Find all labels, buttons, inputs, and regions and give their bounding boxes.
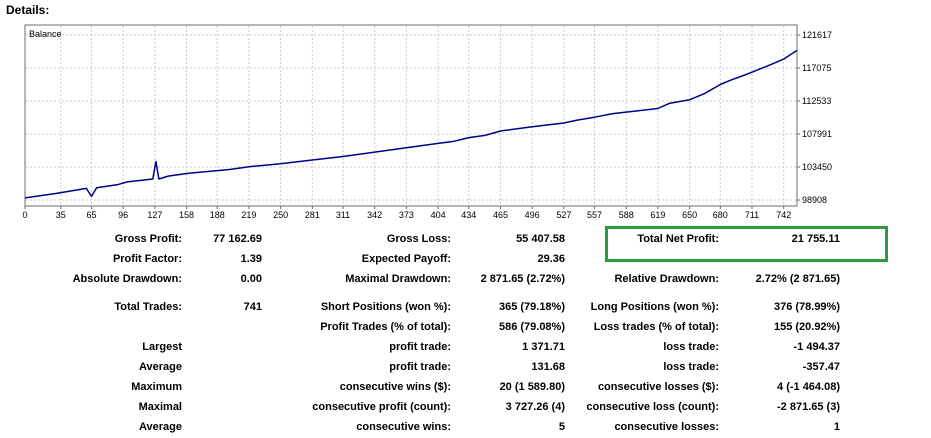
profit-trades-value: 586 (79.08%) (498, 321, 565, 333)
maximal-consecutive-profit-value: 3 727.26 (4) (505, 401, 565, 413)
y-tick-label: 107991 (802, 129, 832, 139)
y-tick-label: 98908 (802, 195, 827, 205)
average-consec-label: Average (138, 421, 182, 433)
average-loss-trade-value: -357.47 (802, 361, 840, 373)
x-tick-label: 711 (745, 210, 759, 220)
x-tick-label: 65 (86, 210, 96, 220)
x-tick-label: 96 (118, 210, 128, 220)
y-tick-label: 117075 (802, 63, 831, 73)
x-tick-label: 557 (587, 210, 602, 220)
max-consecutive-losses-value: 4 (-1 464.08) (777, 381, 840, 393)
gross-profit-label: Gross Profit: (114, 233, 182, 245)
details-title: Details: (6, 3, 50, 17)
x-tick-label: 35 (56, 210, 66, 220)
x-tick-label: 527 (556, 210, 571, 220)
maximal-consecutive-loss-label: consecutive loss (count): (586, 401, 719, 413)
max-consecutive-wins-value: 20 (1 589.80) (499, 381, 565, 393)
x-tick-label: 650 (682, 210, 697, 220)
average-consecutive-losses-label: consecutive losses: (614, 421, 719, 433)
average-consecutive-wins-label: consecutive wins: (356, 421, 451, 433)
average-consecutive-wins-value: 5 (558, 421, 565, 433)
absolute-drawdown-value: 0.00 (240, 273, 262, 285)
average-profit-trade-value: 131.68 (531, 361, 565, 373)
x-tick-label: 311 (336, 210, 350, 220)
gross-loss-value: 55 407.58 (516, 233, 565, 245)
loss-trades-value: 155 (20.92%) (773, 321, 840, 333)
x-tick-label: 0 (22, 210, 27, 220)
x-tick-label: 219 (241, 210, 256, 220)
x-tick-label: 342 (367, 210, 382, 220)
total-trades-value: 741 (243, 301, 262, 313)
x-tick-label: 404 (431, 210, 446, 220)
short-positions-label: Short Positions (won %): (320, 301, 451, 313)
y-tick-label: 103450 (802, 162, 832, 172)
x-tick-label: 465 (493, 210, 508, 220)
relative-drawdown-label: Relative Drawdown: (614, 273, 719, 285)
total-net-profit-value: 21 755.11 (791, 233, 840, 245)
average-consecutive-losses-value: 1 (833, 421, 840, 433)
expected-payoff-label: Expected Payoff: (361, 253, 451, 265)
average-label: Average (138, 361, 182, 373)
relative-drawdown-value: 2.72% (2 871.65) (755, 273, 840, 285)
y-tick-label: 121617 (802, 30, 832, 40)
long-positions-value: 376 (78.99%) (773, 301, 840, 313)
balance-chart: 0 35 65 96 127 158 188 219 250 281 311 342 373 404 434… (22, 24, 832, 220)
maximal-label: Maximal (138, 401, 182, 413)
x-tick-label: 496 (525, 210, 540, 220)
maximal-consecutive-profit-label: consecutive profit (count): (312, 401, 451, 413)
largest-loss-trade-label: loss trade: (663, 341, 719, 353)
max-consecutive-wins-label: consecutive wins ($): (339, 381, 451, 393)
x-tick-label: 619 (650, 210, 665, 220)
profit-factor-label: Profit Factor: (112, 253, 182, 265)
total-trades-label: Total Trades: (114, 301, 182, 313)
x-tick-label: 434 (461, 210, 476, 220)
profit-trades-label: Profit Trades (% of total): (320, 321, 451, 333)
max-consecutive-losses-label: consecutive losses ($): (597, 381, 719, 393)
maximum-label: Maximum (131, 381, 182, 393)
total-net-profit-label: Total Net Profit: (637, 233, 719, 245)
maximal-consecutive-loss-value: -2 871.65 (3) (777, 401, 840, 413)
average-loss-trade-label: loss trade: (663, 361, 719, 373)
expected-payoff-value: 29.36 (537, 253, 565, 265)
x-tick-label: 373 (399, 210, 414, 220)
x-tick-label: 158 (179, 210, 194, 220)
x-tick-label: 588 (619, 210, 634, 220)
x-tick-label: 680 (713, 210, 728, 220)
chart-title: Balance (29, 29, 62, 39)
x-tick-label: 127 (147, 210, 162, 220)
y-tick-label: 112533 (802, 96, 831, 106)
x-tick-label: 188 (210, 210, 225, 220)
gross-loss-label: Gross Loss: (386, 233, 451, 245)
short-positions-value: 365 (79.18%) (498, 301, 565, 313)
average-profit-trade-label: profit trade: (389, 361, 451, 373)
x-tick-label: 742 (776, 210, 791, 220)
x-tick-label: 281 (305, 210, 320, 220)
x-tick-label: 250 (273, 210, 288, 220)
profit-factor-value: 1.39 (240, 253, 262, 265)
largest-loss-trade-value: -1 494.37 (793, 341, 840, 353)
absolute-drawdown-label: Absolute Drawdown: (72, 273, 182, 285)
largest-profit-trade-label: profit trade: (389, 341, 451, 353)
maximal-drawdown-label: Maximal Drawdown: (345, 273, 451, 285)
maximal-drawdown-value: 2 871.65 (2.72%) (480, 273, 565, 285)
loss-trades-label: Loss trades (% of total): (593, 321, 719, 333)
long-positions-label: Long Positions (won %): (590, 301, 719, 313)
largest-profit-trade-value: 1 371.71 (522, 341, 565, 353)
largest-label: Largest (142, 341, 182, 353)
gross-profit-value: 77 162.69 (213, 233, 262, 245)
balance-line (24, 49, 798, 199)
net-profit-highlight-box (605, 226, 888, 262)
